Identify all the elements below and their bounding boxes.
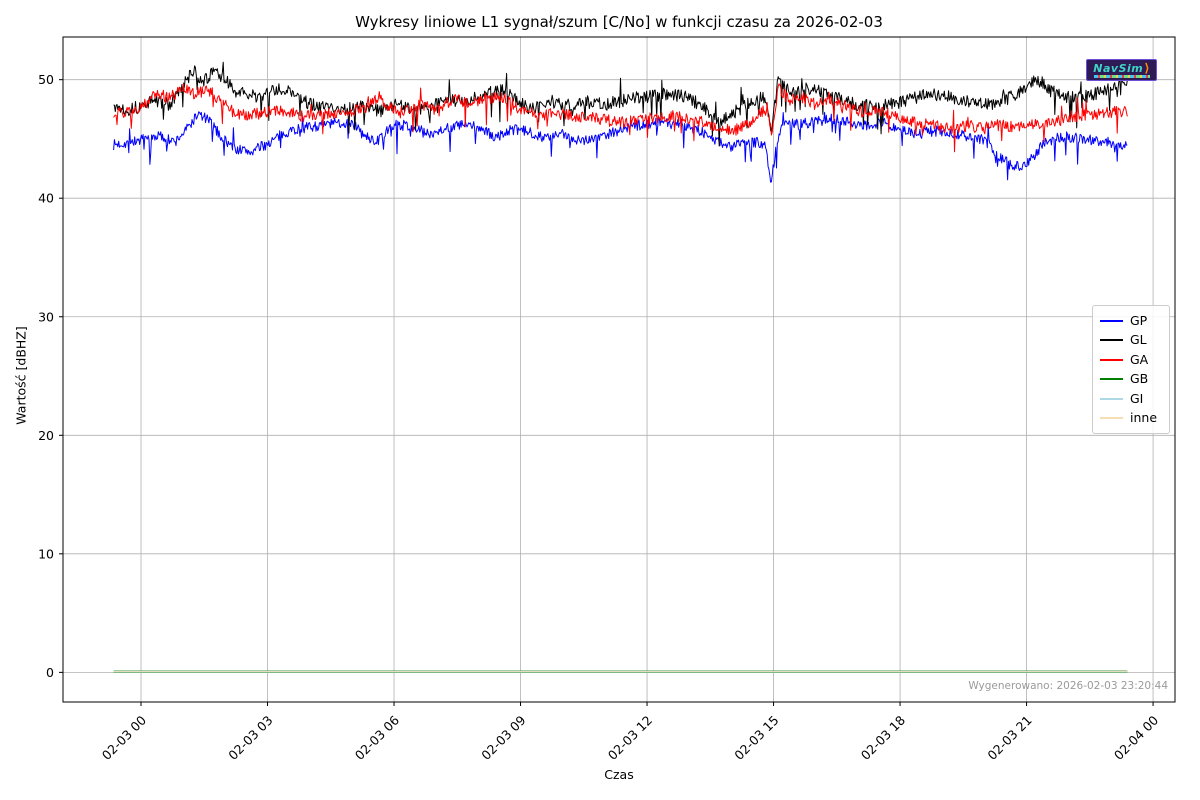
logo-swoosh-icon: ⟩: [1144, 61, 1150, 75]
legend-entry-gi: GI: [1100, 389, 1162, 409]
legend-label: GB: [1130, 371, 1149, 386]
svg-text:02-03 00: 02-03 00: [99, 712, 149, 762]
svg-text:02-03 03: 02-03 03: [225, 713, 275, 763]
legend-entry-ga: GA: [1100, 350, 1162, 370]
navsim-logo: NavSim ⟩: [1086, 59, 1157, 81]
logo-text: NavSim: [1093, 61, 1144, 75]
legend-line-sample: [1100, 417, 1123, 420]
svg-text:02-03 09: 02-03 09: [478, 712, 528, 762]
legend-entry-gb: GB: [1100, 370, 1162, 390]
svg-text:10: 10: [38, 546, 54, 561]
legend-label: GL: [1130, 332, 1147, 347]
svg-text:20: 20: [38, 428, 54, 443]
svg-text:40: 40: [38, 191, 54, 206]
chart-title: Wykresy liniowe L1 sygnał/szum [C/No] w …: [355, 13, 883, 31]
svg-text:02-04 00: 02-04 00: [1111, 712, 1161, 762]
logo-row: NavSim ⟩: [1093, 62, 1149, 74]
legend-label: GA: [1130, 351, 1149, 367]
x-axis-label: Czas: [604, 767, 634, 782]
svg-text:02-03 15: 02-03 15: [731, 713, 781, 763]
legend: GP GL GA GB GI inne: [1092, 305, 1170, 434]
legend-line-sample: [1100, 378, 1123, 381]
legend-line-sample: [1100, 397, 1123, 400]
legend-line-sample: [1100, 339, 1123, 342]
svg-text:30: 30: [38, 309, 54, 324]
logo-tagline-strip: [1093, 75, 1150, 78]
legend-entry-gp: GP: [1100, 311, 1162, 331]
generated-timestamp: Wygenerowano: 2026-02-03 23:20:44: [968, 680, 1168, 692]
svg-text:02-03 06: 02-03 06: [352, 712, 402, 762]
svg-text:50: 50: [38, 72, 54, 87]
legend-label: GI: [1130, 390, 1144, 406]
legend-label: GP: [1130, 312, 1148, 328]
legend-entry-gl: GL: [1100, 331, 1162, 351]
svg-text:02-03 18: 02-03 18: [858, 712, 908, 762]
svg-text:02-03 12: 02-03 12: [605, 713, 655, 763]
legend-label: inne: [1130, 410, 1158, 425]
legend-line-sample: [1100, 358, 1123, 361]
legend-entry-inne: inne: [1100, 409, 1162, 429]
svg-text:0: 0: [46, 665, 54, 680]
y-axis-label: Wartość [dBHZ]: [13, 326, 29, 425]
legend-line-sample: [1100, 319, 1123, 322]
svg-text:02-03 21: 02-03 21: [984, 713, 1034, 763]
